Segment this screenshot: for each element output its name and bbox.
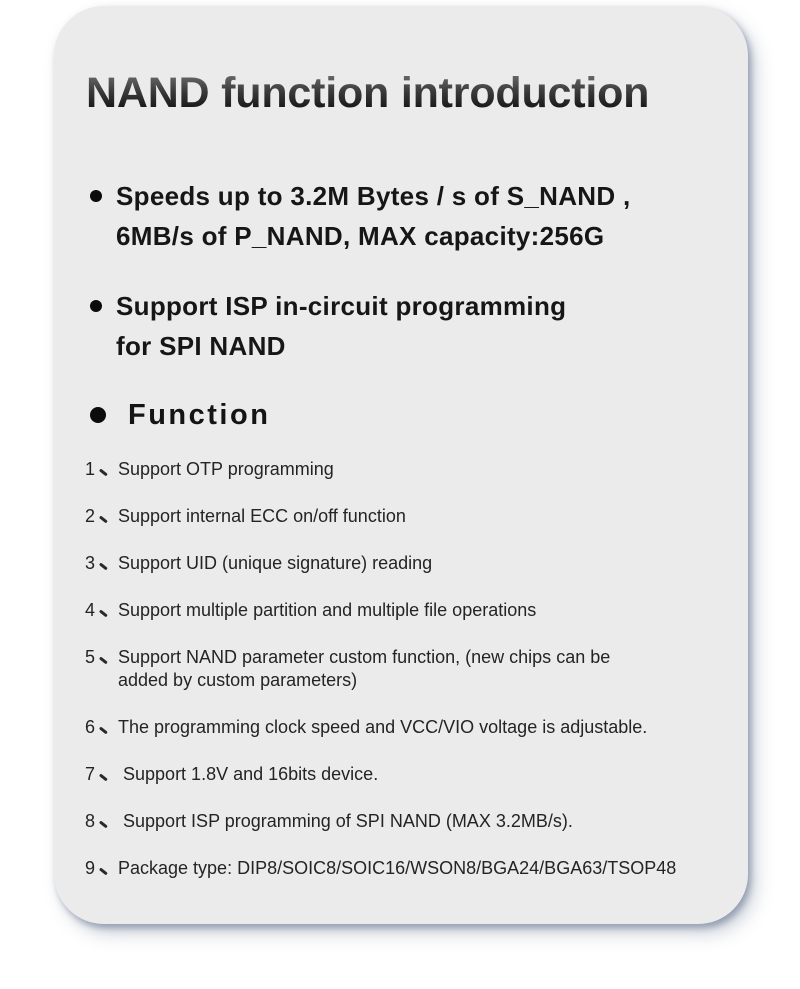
function-text: Support NAND parameter custom function, … bbox=[118, 646, 611, 690]
ideographic-comma-icon bbox=[97, 552, 110, 575]
function-list: 1 Support OTP programming 2 Support inte… bbox=[84, 458, 714, 880]
ideographic-comma-icon bbox=[97, 458, 110, 481]
list-number: 5 bbox=[85, 646, 96, 667]
function-text: Package type: DIP8/SOIC8/SOIC16/WSON8/BG… bbox=[118, 857, 677, 878]
function-list-item: 1 Support OTP programming bbox=[85, 458, 714, 481]
function-list-item: 8 Support ISP programming of SPI NAND (M… bbox=[85, 810, 714, 833]
function-list-item: 7 Support 1.8V and 16bits device. bbox=[85, 763, 714, 786]
section-heading: Function bbox=[128, 398, 271, 431]
ideographic-comma-icon bbox=[97, 763, 110, 786]
function-text: Support OTP programming bbox=[118, 458, 334, 479]
list-number: 8 bbox=[85, 810, 96, 831]
ideographic-comma-icon bbox=[97, 810, 110, 833]
nand-intro-card: NAND function introduction Speeds up to … bbox=[54, 6, 748, 924]
highlight-list: Speeds up to 3.2M Bytes / s of S_NAND , … bbox=[90, 176, 714, 434]
ideographic-comma-icon bbox=[97, 646, 110, 669]
highlight-text-isp: Support ISP in-circuit programming for S… bbox=[116, 290, 567, 361]
ideographic-comma-icon bbox=[97, 505, 110, 528]
list-number: 2 bbox=[85, 505, 96, 526]
function-text: The programming clock speed and VCC/VIO … bbox=[118, 716, 648, 737]
function-list-item: 9 Package type: DIP8/SOIC8/SOIC16/WSON8/… bbox=[85, 857, 714, 880]
list-number: 3 bbox=[85, 552, 96, 573]
highlight-item-isp: Support ISP in-circuit programming for S… bbox=[90, 286, 714, 366]
ideographic-comma-icon bbox=[97, 857, 110, 880]
function-list-item: 3 Support UID (unique signature) reading bbox=[85, 552, 714, 575]
list-number: 4 bbox=[85, 599, 96, 620]
bullet-dot-icon bbox=[90, 299, 102, 312]
bullet-dot-icon bbox=[90, 406, 106, 423]
page-title: NAND function introduction bbox=[86, 68, 714, 120]
list-number: 9 bbox=[85, 857, 96, 878]
function-list-item: 2 Support internal ECC on/off function bbox=[85, 505, 714, 528]
highlight-text-speed: Speeds up to 3.2M Bytes / s of S_NAND , … bbox=[116, 180, 631, 251]
function-text: Support internal ECC on/off function bbox=[118, 505, 406, 526]
function-list-item: 5 Support NAND parameter custom function… bbox=[85, 646, 714, 692]
bullet-dot-icon bbox=[90, 189, 102, 202]
list-number: 1 bbox=[85, 458, 96, 479]
list-number: 7 bbox=[85, 763, 96, 784]
function-list-item: 6 The programming clock speed and VCC/VI… bbox=[85, 716, 714, 739]
function-list-item: 4 Support multiple partition and multipl… bbox=[85, 599, 714, 622]
function-text: Support ISP programming of SPI NAND (MAX… bbox=[118, 810, 573, 831]
function-text: Support 1.8V and 16bits device. bbox=[118, 763, 379, 784]
highlight-item-speed: Speeds up to 3.2M Bytes / s of S_NAND , … bbox=[90, 176, 714, 256]
function-text: Support UID (unique signature) reading bbox=[118, 552, 433, 573]
function-text: Support multiple partition and multiple … bbox=[118, 599, 537, 620]
ideographic-comma-icon bbox=[97, 599, 110, 622]
list-number: 6 bbox=[85, 716, 96, 737]
ideographic-comma-icon bbox=[97, 716, 110, 739]
function-section-heading-row: Function bbox=[90, 396, 714, 434]
